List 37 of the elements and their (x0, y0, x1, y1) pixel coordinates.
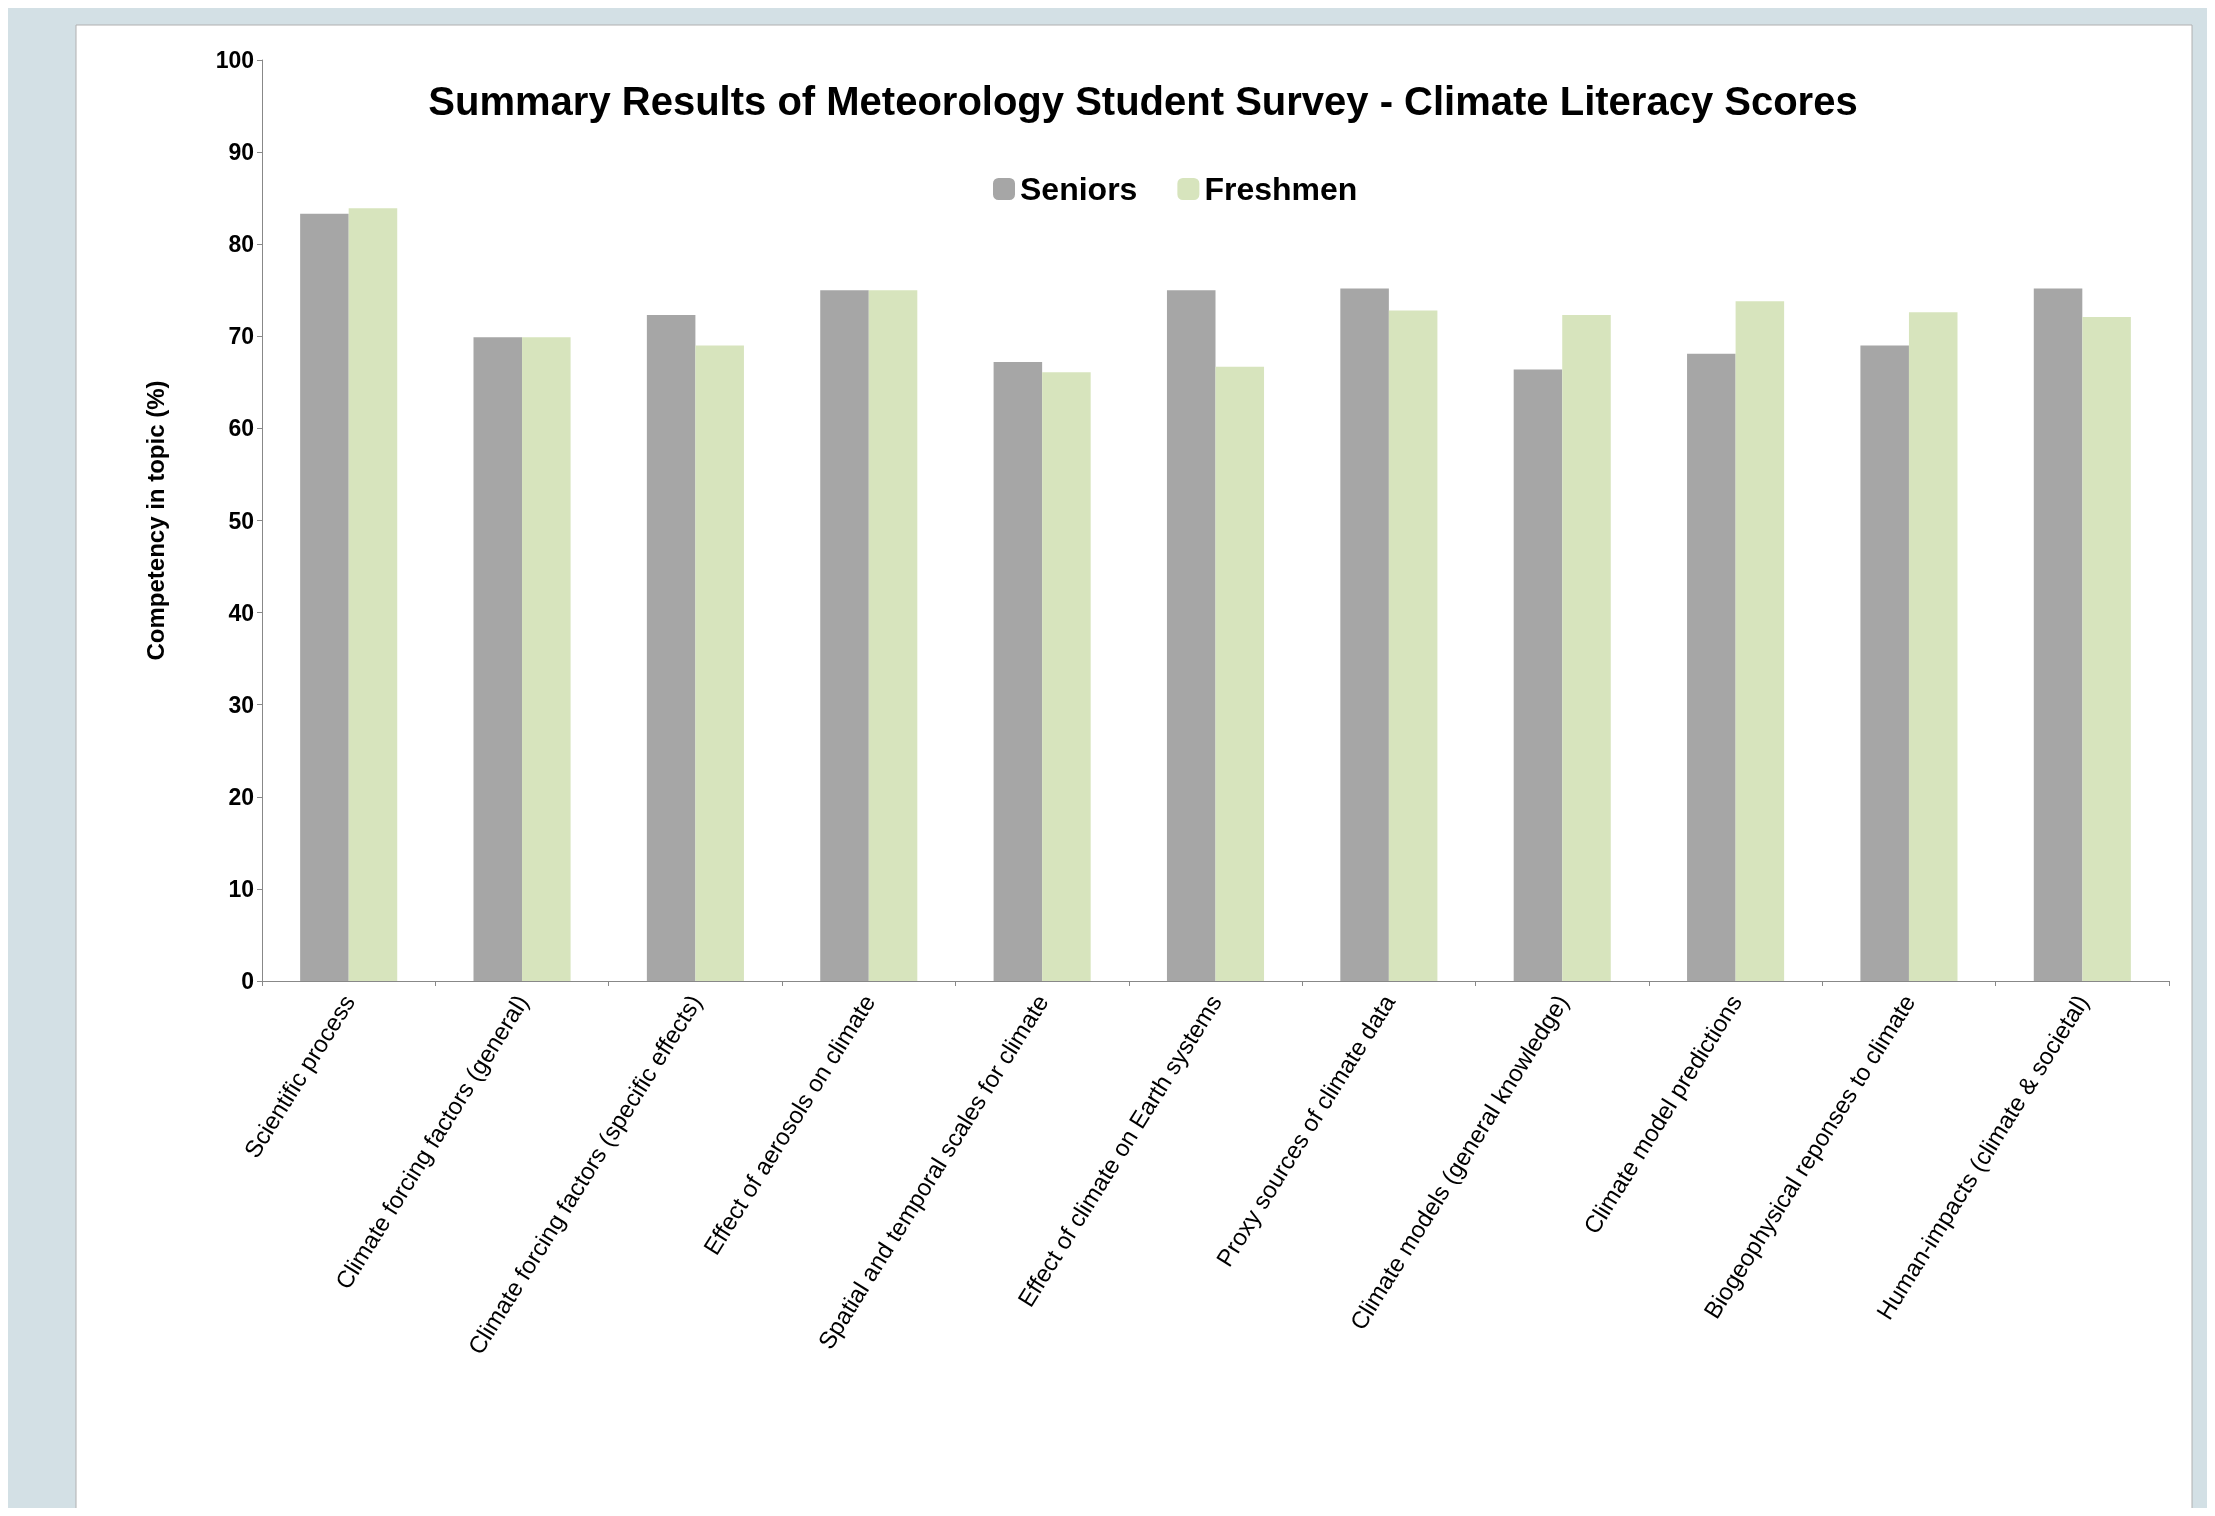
bar (1166, 290, 1216, 981)
bar (695, 345, 744, 981)
bar (348, 208, 398, 981)
bar (1340, 288, 1389, 981)
y-tick-label: 90 (228, 139, 254, 166)
bar (993, 362, 1043, 981)
bar (1388, 310, 1438, 981)
bar (646, 315, 696, 981)
bar (473, 337, 523, 981)
bar (820, 290, 869, 981)
bar (2033, 288, 2083, 981)
y-axis-title: Competency in topic (%) (141, 380, 169, 661)
y-tick-label: 100 (215, 47, 254, 73)
y-tick-label: 10 (228, 875, 254, 902)
bar (2082, 316, 2131, 981)
bar (868, 290, 918, 981)
y-tick-label: 0 (241, 968, 254, 994)
y-tick-label: 40 (228, 599, 254, 626)
bar (1735, 301, 1785, 981)
bar (1908, 312, 1958, 981)
bar (1215, 366, 1265, 981)
y-tick-label: 50 (228, 507, 254, 534)
y-tick-label: 30 (228, 691, 254, 718)
y-tick-label: 70 (228, 323, 254, 350)
bar (1562, 315, 1611, 981)
legend-label: Seniors (1020, 171, 1138, 207)
bar (1860, 345, 1909, 981)
legend-label: Freshmen (1204, 171, 1358, 207)
y-tick-label: 80 (228, 231, 254, 258)
y-tick-label: 60 (228, 415, 254, 442)
bar (1513, 369, 1563, 981)
y-tick-label: 20 (228, 783, 254, 810)
text: Summary Results of Meteorology Student Survey - Climate Literacy Scores (428, 79, 1858, 123)
bar (1042, 372, 1091, 981)
bar (300, 213, 349, 981)
bar (522, 337, 571, 981)
bar (1687, 353, 1736, 981)
